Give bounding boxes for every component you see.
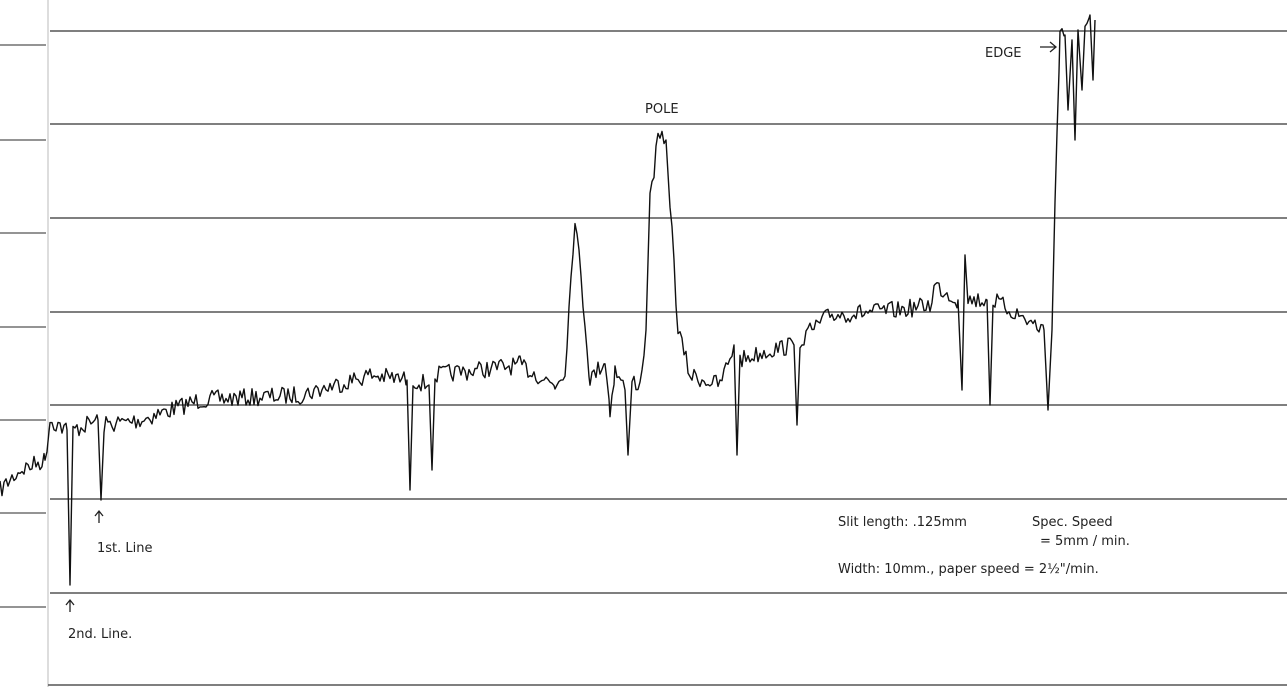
spec-speed: Spec. Speed [1032, 515, 1113, 530]
edge-label: EDGE [985, 46, 1022, 61]
pole-label: POLE [645, 102, 679, 117]
density-trace [0, 14, 1096, 586]
second-line-arrow [65, 598, 75, 612]
first-line-arrow [94, 509, 104, 523]
edge-arrow [1040, 41, 1058, 53]
second-line-label: 2nd. Line. [68, 627, 132, 642]
width-note: Width: 10mm., paper speed = 2½"/min. [838, 562, 1099, 577]
spec-speed-value: = 5mm / min. [1040, 534, 1130, 549]
ruled-lines [0, 30, 1287, 608]
slit-length: Slit length: .125mm [838, 515, 967, 530]
first-line-label: 1st. Line [97, 541, 153, 556]
